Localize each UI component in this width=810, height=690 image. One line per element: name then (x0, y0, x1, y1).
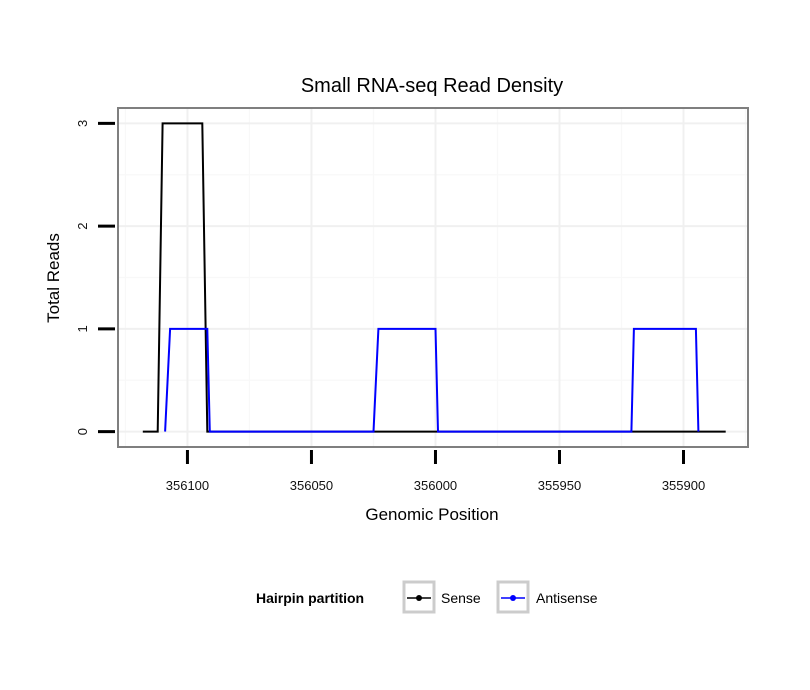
plot-border (117, 107, 749, 448)
legend-marker-antisense (510, 595, 516, 601)
legend-item-antisense: Antisense (496, 580, 598, 614)
legend-label-antisense: Antisense (536, 590, 598, 606)
chart-title: Small RNA-seq Read Density (301, 75, 563, 97)
legend-label-sense: Sense (441, 590, 481, 606)
legend-item-sense: Sense (402, 580, 481, 614)
y-axis-title: Total Reads (44, 233, 63, 323)
y-tick-label: 0 (75, 428, 90, 435)
x-axis-title: Genomic Position (365, 505, 498, 524)
y-tick-label: 3 (75, 120, 90, 127)
y-tick-label: 2 (75, 223, 90, 230)
x-tick-label: 355950 (538, 478, 581, 493)
legend: Hairpin partition Sense Antisense (256, 580, 598, 614)
x-tick-label: 356050 (290, 478, 333, 493)
x-tick-label: 355900 (662, 478, 705, 493)
x-tick-label: 356100 (166, 478, 209, 493)
series-line-antisense (164, 327, 700, 433)
x-tick-label: 356000 (414, 478, 457, 493)
x-axis: 356100 356050 356000 355950 355900 (166, 450, 705, 493)
plot-panel (117, 107, 749, 448)
legend-title: Hairpin partition (256, 590, 364, 606)
series-lines (142, 122, 726, 433)
y-tick-label: 1 (75, 325, 90, 332)
y-axis: 0 1 2 3 (75, 120, 115, 435)
legend-marker-sense (416, 595, 422, 601)
